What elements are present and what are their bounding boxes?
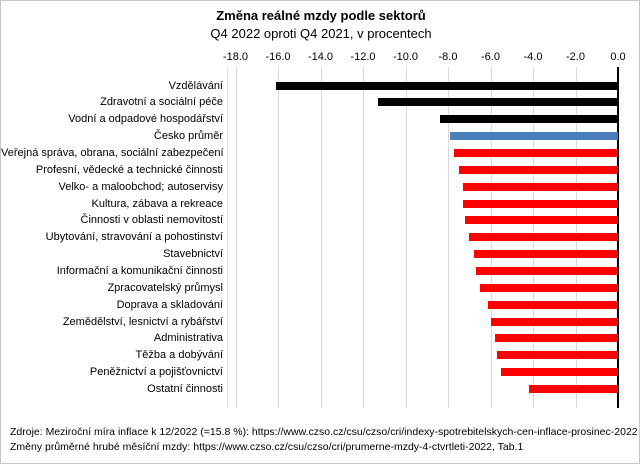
bar — [475, 266, 618, 275]
bar — [501, 368, 618, 377]
bar — [462, 199, 618, 208]
source-note-line-1: Zdroje: Meziroční míra inflace k 12/2022… — [10, 426, 638, 438]
x-axis-tick-label: -18.0 — [222, 51, 249, 63]
gridline — [278, 67, 279, 408]
bar — [496, 351, 618, 360]
category-label: Těžba a dobývání — [135, 349, 223, 362]
bar — [465, 216, 618, 225]
gridline — [320, 67, 322, 408]
bar — [439, 115, 618, 124]
category-label: Činnosti v oblasti nemovitostí — [80, 214, 223, 227]
bar — [454, 148, 618, 157]
bar — [490, 317, 618, 326]
bar — [462, 182, 618, 191]
category-label: Česko průměr — [153, 130, 223, 143]
x-axis-tick-label: -8.0 — [438, 51, 458, 63]
gridline — [405, 67, 407, 408]
x-axis-tick-label: 0.0 — [610, 51, 626, 63]
chart-subtitle: Q4 2022 oproti Q4 2021, v procentech — [210, 26, 432, 41]
bar — [275, 81, 618, 90]
category-label: Administrativa — [153, 332, 223, 345]
x-axis-tick-label: -12.0 — [350, 51, 376, 63]
bar — [450, 132, 618, 141]
bar — [377, 98, 618, 107]
chart-title: Změna reálné mzdy podle sektorů — [216, 8, 426, 23]
bar — [469, 233, 618, 242]
zero-axis-line — [617, 67, 619, 408]
category-label: Kultura, zábava a rekreace — [91, 197, 223, 210]
x-axis-tick-label: -14.0 — [307, 51, 334, 63]
category-label: Veřejná správa, obrana, sociální zabezpe… — [1, 146, 224, 159]
x-axis-tick-label: -10.0 — [392, 51, 419, 63]
category-label: Doprava a skladování — [116, 298, 223, 311]
category-label: Informační a komunikační činnosti — [56, 264, 223, 277]
category-label: Zdravotní a sociální péče — [100, 96, 223, 109]
category-label: Ubytování, stravování a pohostinství — [45, 231, 223, 244]
source-note-line-2: Změny průměrné hrubé měsíční mzdy: https… — [10, 441, 524, 453]
category-label: Zpracovatelský průmysl — [107, 281, 223, 294]
bar — [479, 283, 618, 292]
category-label: Peněžnictví a pojišťovnictví — [89, 366, 223, 379]
gridline — [235, 67, 237, 408]
x-axis-tick-label: -16.0 — [265, 51, 291, 63]
bar — [473, 250, 618, 259]
bar — [458, 165, 618, 174]
category-label: Velko- a maloobchod; autoservisy — [58, 180, 223, 193]
bar — [488, 300, 618, 309]
plot-area-border — [227, 67, 228, 408]
gridline — [448, 67, 449, 408]
x-axis-tick-label: -4.0 — [523, 51, 543, 63]
category-label: Vodní a odpadové hospodářství — [68, 113, 223, 126]
category-label: Profesní, vědecké a technické činnosti — [35, 163, 223, 176]
bar — [494, 334, 618, 343]
category-label: Ostatní činnosti — [147, 382, 223, 395]
bar — [528, 384, 618, 393]
category-label: Zemědělství, lesnictví a rybářství — [62, 315, 223, 328]
category-label: Vzdělávání — [168, 79, 223, 92]
gridline — [363, 67, 364, 408]
category-label: Stavebnictví — [163, 248, 223, 261]
x-axis-tick-label: -6.0 — [481, 51, 500, 63]
x-axis-tick-label: -2.0 — [566, 51, 585, 63]
